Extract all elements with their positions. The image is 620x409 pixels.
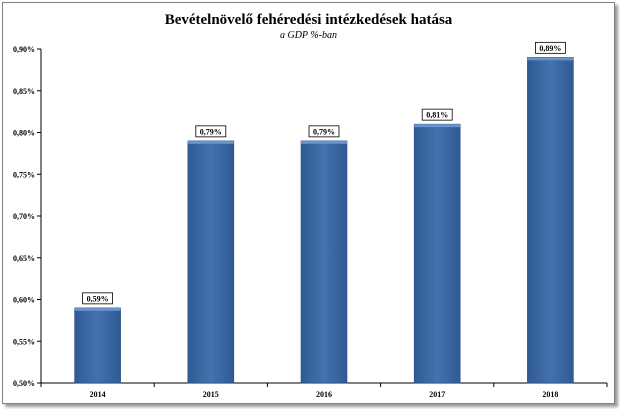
chart-subtitle: a GDP %-ban	[279, 30, 338, 41]
bar-2016	[300, 140, 348, 384]
data-label-box	[535, 41, 566, 54]
data-label-box	[82, 292, 113, 305]
bar-chart: 0,50% 0,55% 0,60% 0,65% 0,70% 0,75% 0,80% 0,85%…	[13, 41, 608, 399]
y-tick-label: 0,75%	[13, 170, 35, 179]
data-label: 0,59%	[87, 294, 109, 303]
x-tick-label: 2017	[429, 390, 445, 399]
chart-title: Bevételnövelő fehéredési intézkedések ha…	[164, 12, 453, 28]
data-label-box	[308, 125, 340, 138]
bar-top-2018	[527, 57, 574, 61]
bar-2015	[187, 140, 235, 384]
x-tick-label: 2014	[90, 390, 106, 399]
y-tick-label: 0,55%	[13, 337, 35, 346]
x-tick-label: 2018	[542, 390, 558, 399]
data-label: 0,79%	[200, 127, 222, 136]
bar-2017	[413, 123, 461, 384]
y-tick-label: 0,85%	[13, 87, 35, 96]
bar-top-2014	[74, 307, 121, 311]
data-label: 0,89%	[539, 44, 561, 53]
bar-top-2017	[414, 124, 461, 128]
x-tick-label: 2016	[316, 390, 332, 399]
y-tick-label: 0,65%	[13, 254, 35, 263]
y-tick-label: 0,60%	[13, 296, 35, 305]
data-label-box	[421, 108, 453, 121]
data-label: 0,79%	[313, 127, 335, 136]
y-tick-label: 0,50%	[13, 379, 35, 388]
chart-frame: Bevételnövelő fehéredési intézkedések ha…	[2, 2, 615, 404]
y-tick-label: 0,90%	[13, 45, 35, 54]
x-tick-label: 2015	[203, 390, 219, 399]
y-tick-label: 0,80%	[13, 129, 35, 138]
data-label: 0,81%	[426, 111, 448, 120]
bar-2014	[74, 307, 121, 384]
bar-top-2015	[187, 140, 234, 144]
bar-top-2016	[301, 140, 347, 144]
data-label-box	[195, 125, 227, 138]
bar-2018	[527, 57, 574, 384]
y-tick-label: 0,70%	[13, 212, 35, 221]
